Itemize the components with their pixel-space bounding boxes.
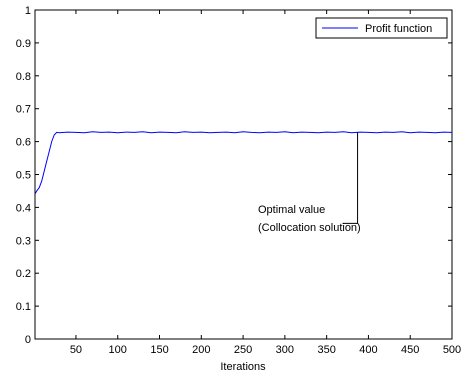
x-tick-label: 50 <box>70 344 82 356</box>
x-tick-label: 300 <box>276 344 294 356</box>
y-tick-label: 0 <box>25 334 31 346</box>
annotation-optimal-value: Optimal value (Collocation solution) <box>258 132 361 234</box>
x-tick-label: 500 <box>443 344 461 356</box>
y-tick-label: 0.2 <box>16 268 31 280</box>
series-line-profit-function <box>34 131 453 195</box>
x-tick-label: 350 <box>317 344 335 356</box>
annotation-leader-line <box>342 132 359 224</box>
y-tick-label: 0.6 <box>16 137 31 149</box>
y-tick-label: 0.7 <box>16 104 31 116</box>
x-tick-label: 150 <box>150 344 168 356</box>
plot-area <box>34 9 453 340</box>
legend: Profit function <box>315 17 448 39</box>
legend-box <box>315 17 448 39</box>
y-tick-label: 1 <box>25 5 31 17</box>
y-tick-label: 0.3 <box>16 235 31 247</box>
x-tick-label: 250 <box>234 344 252 356</box>
y-tick-label: 0.5 <box>16 170 31 182</box>
y-tick-label: 0.1 <box>16 301 31 313</box>
axis-tick-labels: 50 100 150 200 250 300 350 400 450 500 0 0.1 0.2 0.3 0… <box>16 5 461 356</box>
annotation-text-line-1: Optimal value <box>258 204 325 216</box>
legend-label-profit-function: Profit function <box>365 23 432 35</box>
x-tick-label: 400 <box>359 344 377 356</box>
y-tick-label: 0.4 <box>16 202 31 214</box>
axis-ticks <box>35 9 453 340</box>
x-tick-label: 200 <box>192 344 210 356</box>
y-tick-label: 0.9 <box>16 38 31 50</box>
y-tick-label: 0.8 <box>16 71 31 83</box>
x-tick-label: 100 <box>109 344 127 356</box>
annotation-text-line-2: (Collocation solution) <box>258 222 361 234</box>
x-tick-label: 450 <box>401 344 419 356</box>
x-axis-title: Iterations <box>220 361 266 373</box>
